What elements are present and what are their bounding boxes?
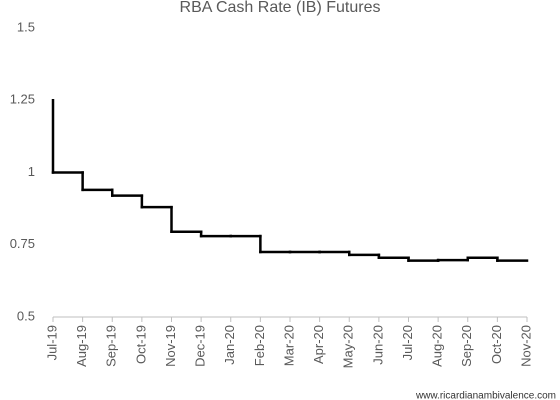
y-tick-label: 0.75 xyxy=(10,236,35,251)
x-tick-label: Aug-20 xyxy=(430,325,445,367)
y-tick-label: 0.5 xyxy=(17,308,35,323)
x-tick-label: Jul-20 xyxy=(400,325,415,360)
x-tick-label: May-20 xyxy=(341,325,356,368)
y-tick-label: 1 xyxy=(28,164,35,179)
x-tick-label: Apr-20 xyxy=(311,325,326,364)
x-tick-label: Jun-20 xyxy=(370,325,385,365)
chart-title: RBA Cash Rate (IB) Futures xyxy=(180,0,381,16)
y-tick-label: 1.5 xyxy=(17,19,35,34)
x-tick-label: Feb-20 xyxy=(252,325,267,366)
x-tick-label: Sep-20 xyxy=(459,325,474,367)
x-tick-label: Mar-20 xyxy=(281,325,296,366)
x-tick-label: Sep-19 xyxy=(104,325,119,367)
x-tick-label: Nov-20 xyxy=(518,325,533,367)
x-tick-label: Dec-19 xyxy=(193,325,208,367)
y-tick-label: 1.25 xyxy=(10,92,35,107)
x-tick-label: Oct-20 xyxy=(489,325,504,364)
source: www.ricardianambivalence.com xyxy=(415,391,556,400)
x-tick-label: Jan-20 xyxy=(222,325,237,365)
x-tick-label: Jul-19 xyxy=(44,325,59,360)
x-tick-label: Nov-19 xyxy=(163,325,178,367)
x-tick-label: Oct-19 xyxy=(133,325,148,364)
x-tick-label: Aug-19 xyxy=(74,325,89,367)
